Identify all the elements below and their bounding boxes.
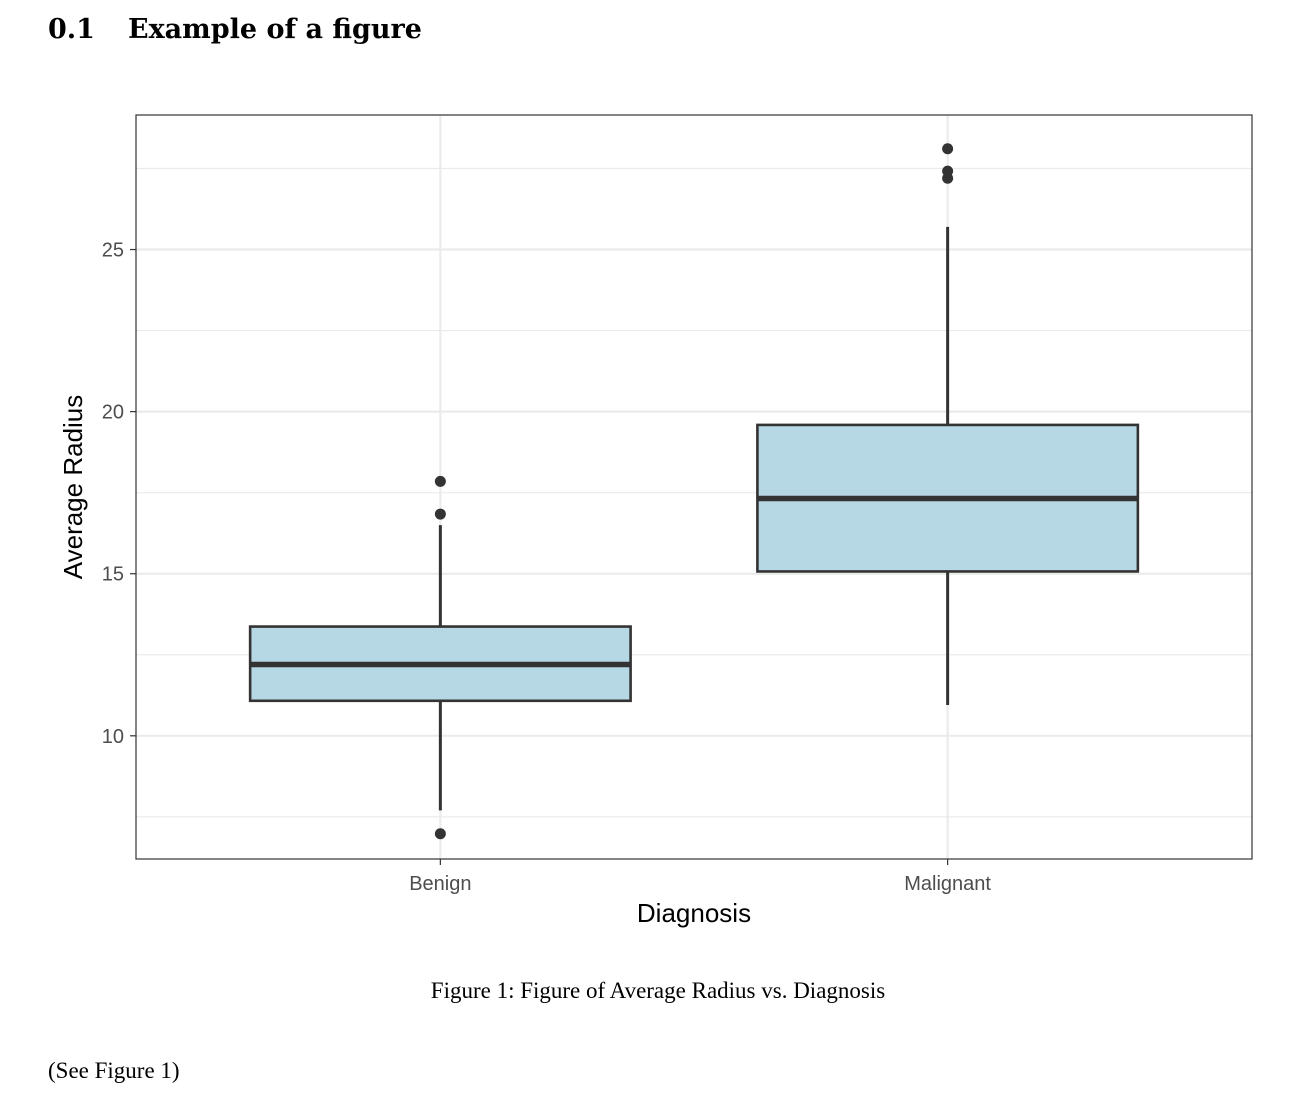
outlier-point <box>434 508 446 520</box>
x-axis-title: Diagnosis <box>637 898 751 928</box>
section-title: Example of a figure <box>128 14 422 45</box>
y-tick-label: 20 <box>102 402 124 424</box>
section-heading: 0.1 Example of a figure <box>48 14 422 45</box>
panel-border <box>135 114 1253 860</box>
y-axis-title: Average Radius <box>58 395 88 580</box>
boxes <box>248 143 1140 840</box>
y-tick-label: 10 <box>102 726 124 748</box>
outlier-point <box>942 165 954 177</box>
x-tick-label: Malignant <box>904 873 991 895</box>
axes: 10 15 20 25 Benign Malignant <box>102 240 992 895</box>
y-tick-label: 25 <box>102 240 124 262</box>
outlier-point <box>942 143 954 155</box>
outlier-point <box>434 828 446 840</box>
boxplot-chart: 10 15 20 25 Benign Malignant Diagnosis Averag… <box>58 114 1253 928</box>
outlier-point <box>434 475 446 487</box>
figure-reference-text: (See Figure 1) <box>48 1058 180 1083</box>
figure-caption: Figure 1: Figure of Average Radius vs. D… <box>430 978 886 1003</box>
section-number: 0.1 <box>48 14 95 45</box>
x-tick-label: Benign <box>409 873 471 895</box>
y-tick-label: 15 <box>102 564 124 586</box>
